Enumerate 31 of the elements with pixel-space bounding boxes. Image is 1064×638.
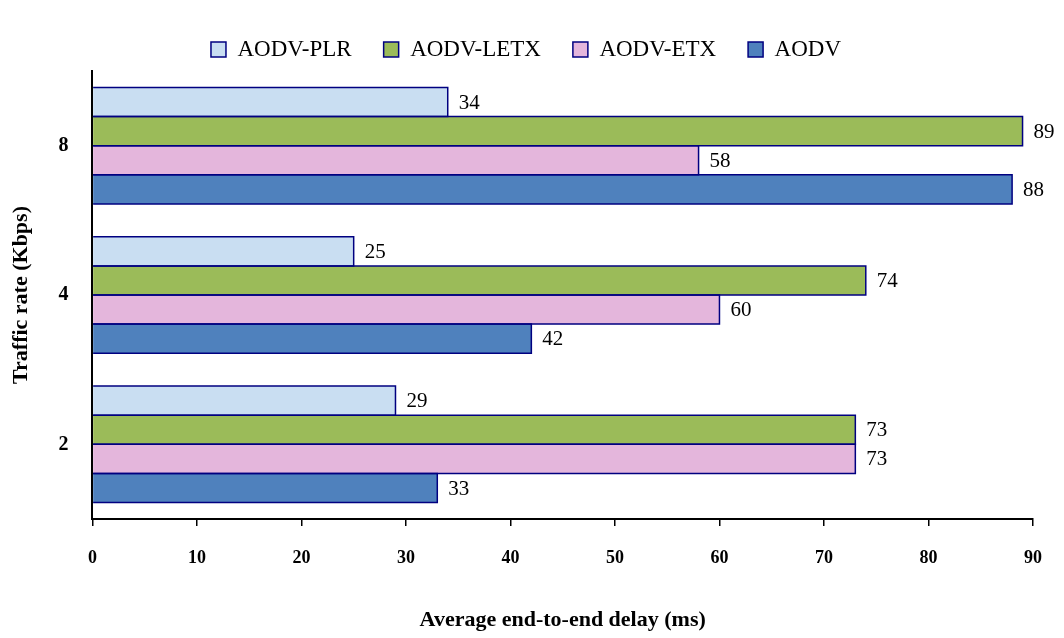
data-label: 33	[448, 475, 470, 500]
x-tick-label: 30	[396, 547, 415, 568]
x-tick-label: 60	[710, 547, 729, 568]
data-label: 74	[876, 267, 899, 292]
data-label: 29	[406, 388, 428, 413]
data-label: 73	[866, 446, 888, 471]
data-label: 34	[458, 89, 481, 114]
data-label: 73	[866, 417, 888, 442]
data-label: 42	[542, 326, 564, 351]
x-tick-label: 90	[1024, 547, 1042, 568]
y-tick-label: 4	[58, 282, 69, 305]
data-label: 88	[1023, 176, 1045, 201]
legend-label: AODV	[774, 35, 842, 61]
legend-label: AODV-ETX	[599, 35, 717, 61]
data-label: 89	[1033, 118, 1055, 143]
x-tick-label: 40	[501, 547, 520, 568]
y-tick-label: 2	[58, 431, 69, 454]
x-tick-label: 20	[292, 547, 311, 568]
data-label: 25	[364, 238, 386, 263]
data-label: 60	[730, 297, 752, 322]
x-tick-label: 80	[919, 547, 938, 568]
x-tick-label: 0	[87, 547, 97, 568]
y-tick-label: 8	[58, 132, 69, 155]
y-axis-title: Traffic rate (Kbps)	[6, 206, 32, 384]
x-tick-label: 10	[187, 547, 206, 568]
x-axis-title: Average end-to-end delay (ms)	[419, 606, 706, 632]
data-label: 58	[709, 147, 731, 172]
x-tick-label: 50	[605, 547, 624, 568]
legend-label: AODV-PLR	[237, 35, 353, 61]
legend-label: AODV-LETX	[410, 35, 542, 61]
x-tick-label: 70	[814, 547, 833, 568]
